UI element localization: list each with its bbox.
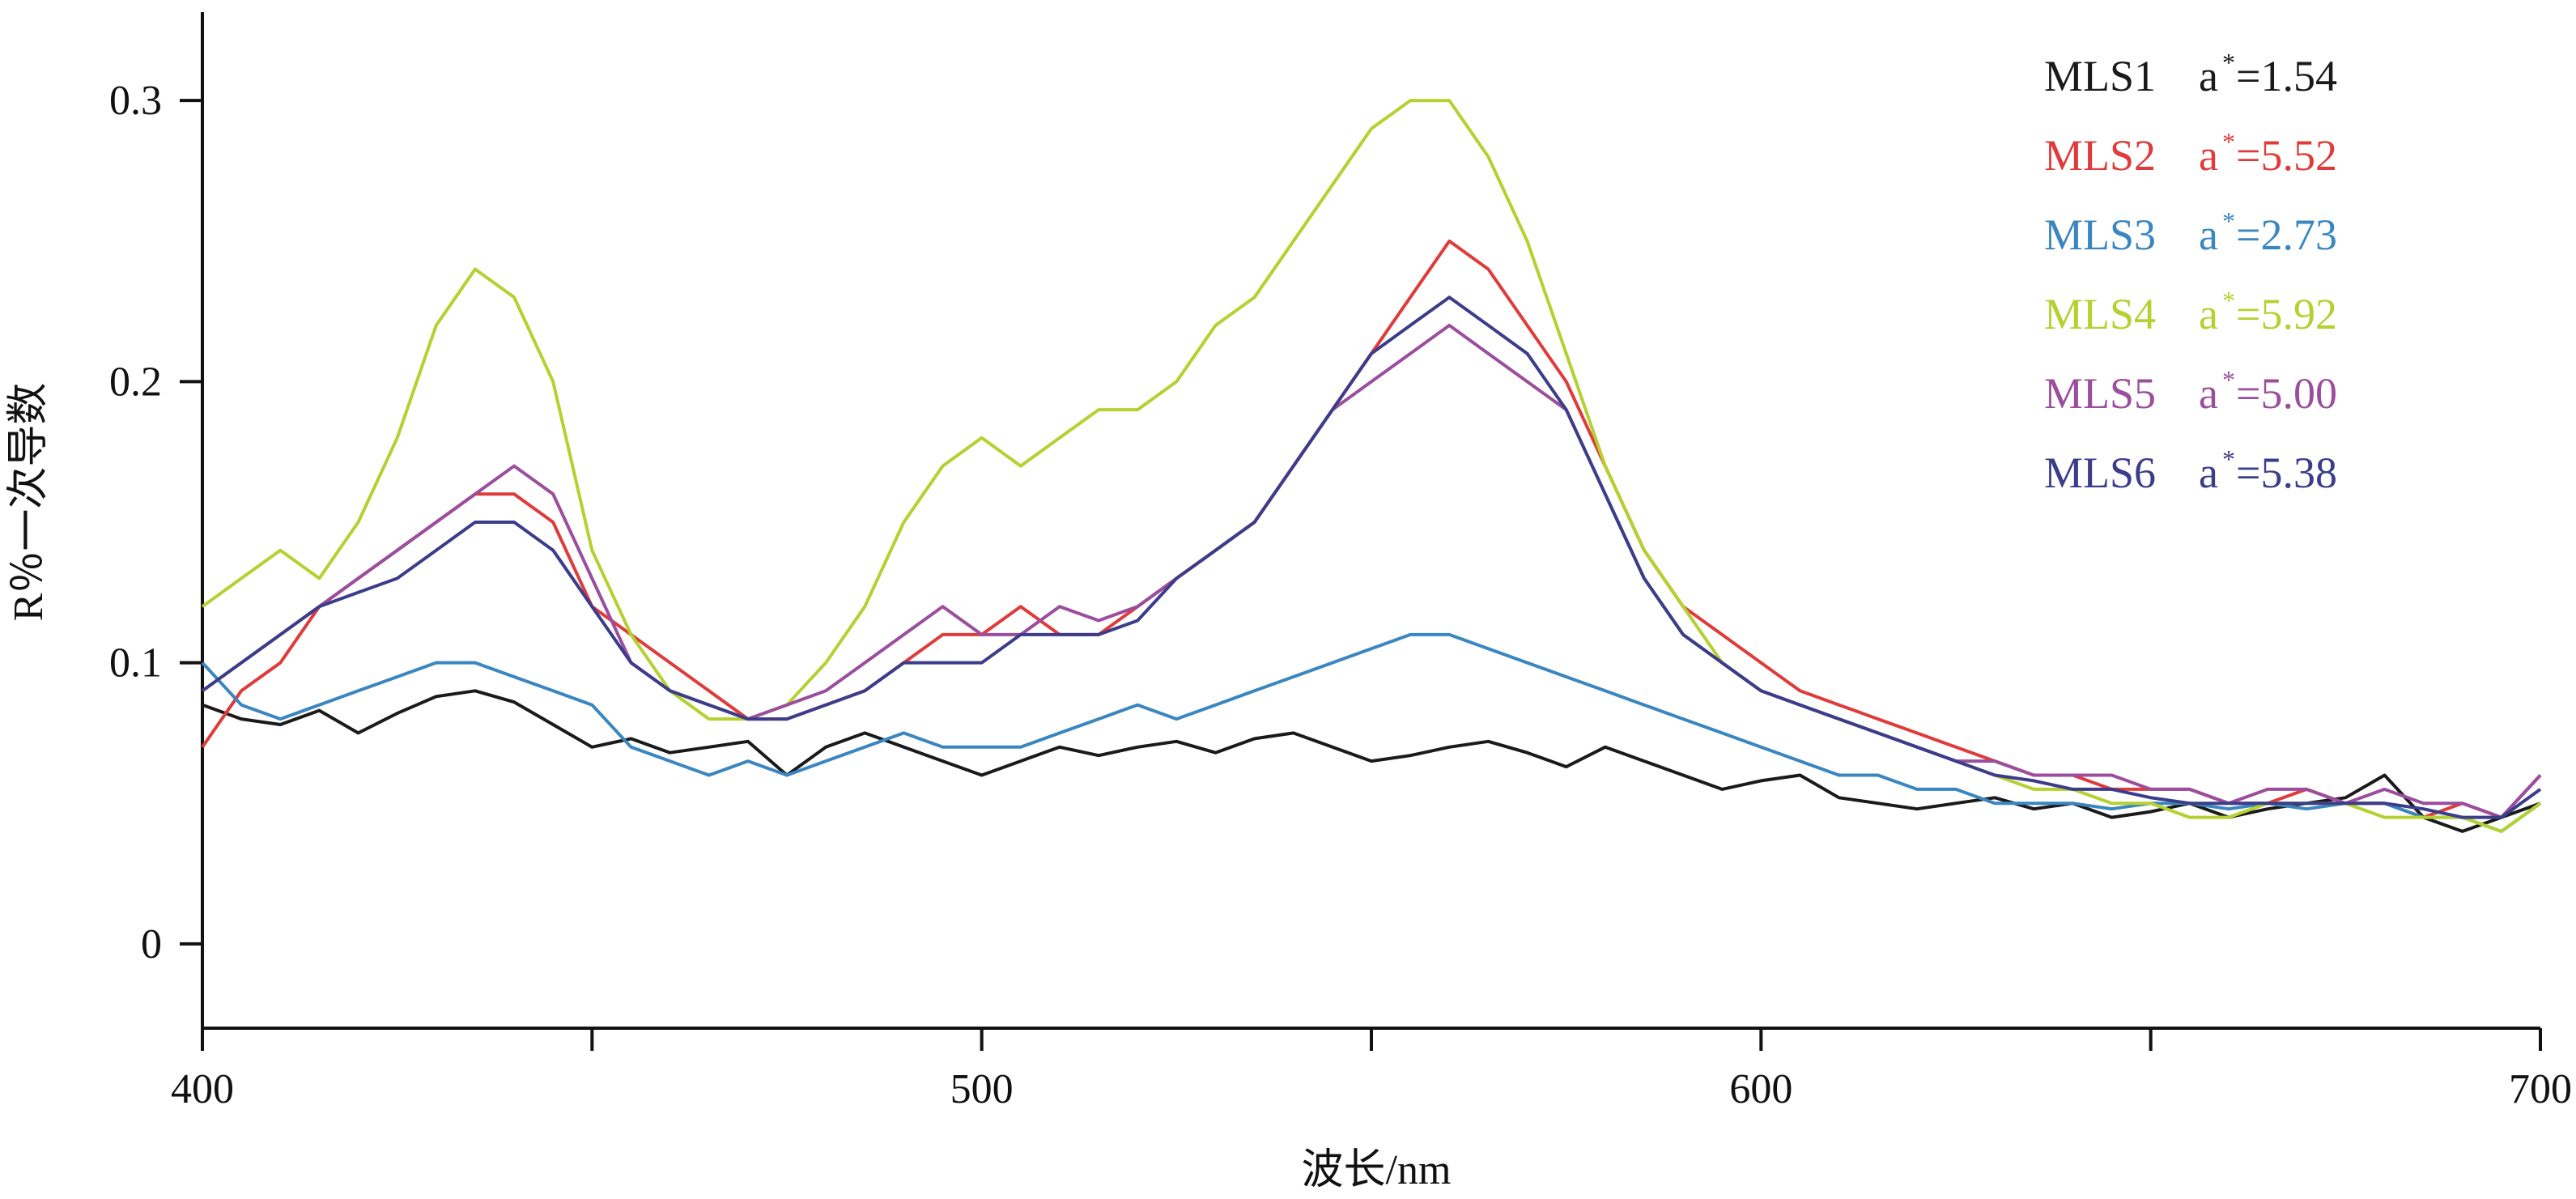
legend-a-label: a: [2199, 52, 2218, 100]
legend-a-label: a: [2199, 290, 2218, 338]
legend-a-label: a: [2199, 210, 2218, 259]
legend-a-value: =5.92: [2236, 290, 2337, 338]
legend-a-value: =5.38: [2236, 449, 2337, 497]
legend-series-name: MLS4: [2044, 290, 2156, 338]
series-lines: [201, 99, 2542, 833]
legend-a-value: =5.00: [2236, 369, 2337, 418]
legend-entry-mls4: MLS4 a * =5.92: [2044, 286, 2337, 338]
legend-a-superscript: *: [2222, 286, 2235, 315]
legend-a-label: a: [2199, 131, 2218, 180]
legend-a-label: a: [2199, 369, 2218, 418]
series-line-mls4: [201, 99, 2542, 833]
x-axis-label: 波长/nm: [1302, 1147, 1452, 1193]
axes: [201, 12, 2540, 1030]
series-line-mls5: [201, 323, 2542, 819]
y-tick-label: 0.1: [109, 640, 162, 687]
legend-entry-mls3: MLS3 a * =2.73: [2044, 206, 2337, 259]
legend-a-superscript: *: [2222, 48, 2235, 77]
x-tick-label: 500: [950, 1066, 1014, 1112]
x-tick-label: 400: [171, 1066, 234, 1112]
legend-a-superscript: *: [2222, 365, 2235, 394]
series-line-mls6: [201, 295, 2542, 819]
y-axis-label: R％一次导数: [6, 383, 52, 622]
legend-series-name: MLS1: [2044, 52, 2156, 100]
y-tick-label: 0.3: [109, 78, 162, 124]
legend-a-superscript: *: [2222, 444, 2235, 474]
series-line-mls2: [201, 239, 2542, 819]
legend-a-superscript: *: [2222, 127, 2235, 156]
legend-entry-mls2: MLS2 a * =5.52: [2044, 127, 2337, 180]
legend-a-value: =1.54: [2236, 52, 2337, 100]
legend-series-name: MLS3: [2044, 210, 2156, 259]
legend-series-name: MLS6: [2044, 449, 2156, 497]
legend-a-value: =2.73: [2236, 210, 2337, 259]
legend-entry-mls1: MLS1 a * =1.54: [2044, 48, 2337, 100]
legend-entry-mls6: MLS6 a * =5.38: [2044, 444, 2337, 497]
y-tick-label: 0.2: [109, 359, 162, 405]
ticks: 400 500 600 700 0 0.1 0.2 0.3: [109, 78, 2572, 1112]
legend-a-label: a: [2199, 449, 2218, 497]
legend-a-value: =5.52: [2236, 131, 2337, 180]
x-tick-label: 600: [1729, 1066, 1792, 1112]
legend-a-superscript: *: [2222, 206, 2235, 236]
legend-entry-mls5: MLS5 a * =5.00: [2044, 365, 2337, 418]
series-line-mls1: [202, 689, 2541, 833]
legend-series-name: MLS5: [2044, 369, 2156, 418]
legend-series-name: MLS2: [2044, 131, 2156, 180]
y-tick-label: 0: [141, 921, 162, 967]
x-tick-label: 700: [2509, 1066, 2572, 1112]
